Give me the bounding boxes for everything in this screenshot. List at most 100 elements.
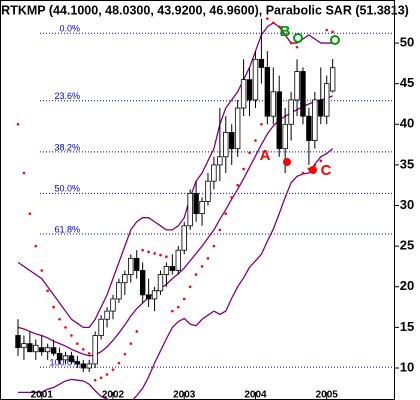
candle-body bbox=[229, 132, 235, 150]
candle-body bbox=[324, 83, 330, 117]
sar-dot bbox=[295, 45, 299, 49]
y-tick-label: 50 bbox=[400, 34, 414, 49]
candle-body bbox=[163, 266, 170, 275]
sar-dot bbox=[313, 163, 317, 167]
sar-dot bbox=[22, 171, 26, 175]
marker bbox=[309, 166, 317, 174]
sar-dot bbox=[319, 159, 323, 163]
sar-dot bbox=[206, 257, 210, 260]
x-tick-label: 2001 bbox=[31, 390, 54, 400]
sar-dot bbox=[70, 334, 73, 337]
sar-dot bbox=[64, 326, 67, 329]
marker bbox=[283, 158, 291, 166]
sar-dot bbox=[301, 171, 305, 175]
fib-label: 50.0% bbox=[54, 184, 80, 194]
sar-dot bbox=[153, 252, 156, 255]
sar-dot bbox=[230, 196, 234, 199]
candle-body bbox=[300, 71, 306, 117]
candle-body bbox=[62, 355, 69, 361]
candle-body bbox=[15, 335, 21, 349]
candle-body bbox=[252, 58, 259, 101]
sar-dot bbox=[171, 309, 174, 313]
sar-dot bbox=[283, 33, 287, 37]
annotation: C bbox=[321, 162, 332, 179]
sar-dot bbox=[218, 228, 222, 232]
plot-area: 0.0% 23.6% 38.2% 50.0% 61.8% 100.0% bbox=[15, 17, 395, 400]
sar-dot bbox=[40, 269, 44, 272]
sar-dot bbox=[87, 352, 91, 355]
candle-body bbox=[21, 343, 27, 349]
sar-dot bbox=[188, 285, 192, 289]
candle-body bbox=[33, 344, 39, 353]
candle-body bbox=[181, 225, 187, 251]
candle-body bbox=[134, 257, 140, 271]
sar-dot bbox=[194, 273, 198, 276]
sar-dot bbox=[271, 21, 275, 25]
y-tick-label: 15 bbox=[400, 319, 414, 334]
y-tick-label: 40 bbox=[400, 116, 414, 131]
y-tick-label: 25 bbox=[400, 238, 414, 253]
x-tick-label: 2004 bbox=[244, 390, 267, 400]
sar-dot bbox=[52, 305, 55, 309]
candle-body bbox=[276, 91, 282, 150]
sar-dot bbox=[135, 330, 139, 333]
candle-body bbox=[116, 282, 122, 300]
candle-body bbox=[223, 132, 229, 158]
sar-dot bbox=[16, 122, 20, 126]
candle-body bbox=[258, 58, 265, 68]
sar-dot bbox=[224, 212, 228, 215]
candle-body bbox=[122, 274, 128, 284]
candle-body bbox=[199, 201, 205, 215]
sar-dot bbox=[141, 248, 144, 252]
marker bbox=[293, 33, 303, 43]
candle-body bbox=[169, 266, 176, 271]
candle-body bbox=[270, 91, 276, 117]
x-tick-label: 2002 bbox=[102, 390, 125, 400]
sar-dot bbox=[176, 305, 180, 309]
sar-dot bbox=[248, 151, 251, 155]
sar-dot bbox=[236, 183, 239, 187]
sar-dot bbox=[46, 289, 49, 293]
candle-body bbox=[205, 180, 211, 202]
candle-body bbox=[240, 79, 247, 109]
candle-body bbox=[211, 164, 217, 182]
candle-body bbox=[56, 352, 63, 361]
candle-body bbox=[74, 361, 81, 365]
annotation: A bbox=[260, 147, 271, 164]
candle-body bbox=[187, 192, 193, 227]
chart-title: RTKMP (44.1000, 48.0300, 43.9200, 46.960… bbox=[1, 3, 409, 17]
candle-body bbox=[98, 318, 104, 336]
fib-label: 38.2% bbox=[54, 142, 80, 152]
candle-body bbox=[175, 249, 181, 271]
candle-body bbox=[193, 192, 199, 215]
candle-body bbox=[86, 363, 92, 369]
sar-dot bbox=[165, 255, 168, 259]
sar-dot bbox=[242, 167, 245, 171]
sar-dot bbox=[147, 250, 150, 254]
candle-body bbox=[80, 363, 86, 369]
sar-dot bbox=[331, 30, 334, 34]
y-tick-label: 35 bbox=[400, 156, 414, 171]
x-tick-label: 2005 bbox=[316, 390, 339, 400]
candle-body bbox=[110, 298, 116, 312]
sar-dot bbox=[277, 25, 281, 29]
fib-label: 61.8% bbox=[54, 224, 80, 234]
sar-dot bbox=[266, 17, 269, 20]
sar-dot bbox=[99, 376, 103, 380]
candle-body bbox=[27, 343, 33, 353]
y-tick-label: 10 bbox=[400, 359, 414, 374]
marker bbox=[330, 35, 340, 45]
candle-body bbox=[329, 67, 336, 92]
sar-dot bbox=[105, 373, 109, 376]
candle-body bbox=[246, 79, 253, 101]
candle-body bbox=[44, 347, 51, 353]
sar-dot bbox=[28, 212, 32, 215]
sar-dot bbox=[200, 265, 204, 268]
fib-label: 100.0% bbox=[49, 358, 80, 368]
candle-body bbox=[104, 310, 110, 320]
sar-dot bbox=[34, 244, 38, 248]
y-tick-label: 45 bbox=[400, 75, 414, 90]
candle-body bbox=[288, 99, 294, 125]
band-line bbox=[17, 21, 333, 329]
